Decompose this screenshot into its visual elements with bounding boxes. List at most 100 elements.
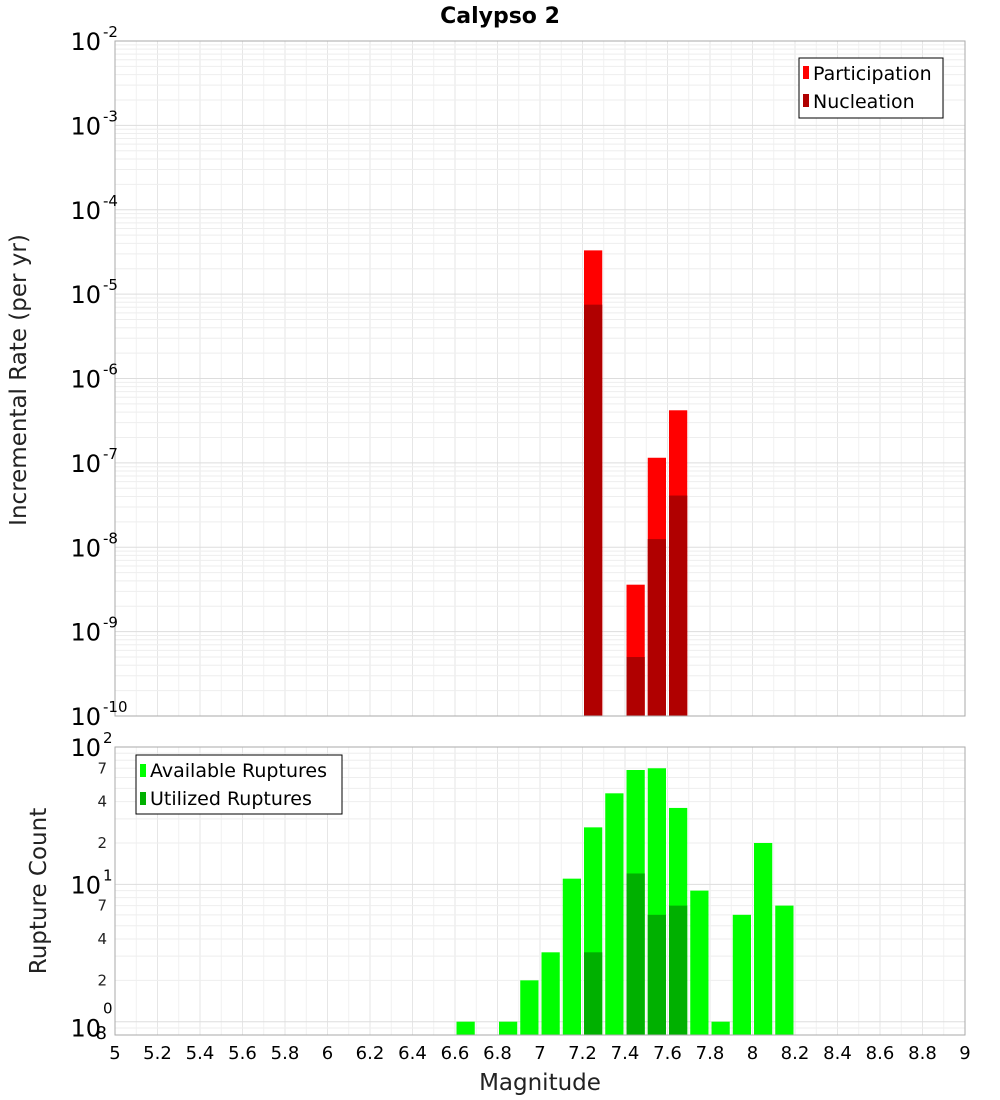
y-tick-exponent: -5 <box>103 276 118 294</box>
bar-primary <box>754 843 773 1035</box>
bar-primary <box>605 793 624 1035</box>
bar-secondary <box>626 873 645 1035</box>
bar-primary <box>520 980 539 1035</box>
y-minor-tick-label: 7 <box>97 897 107 915</box>
top-y-axis-label: Incremental Rate (per yr) <box>6 234 32 526</box>
x-tick-label: 5.4 <box>186 1043 215 1064</box>
x-tick-label: 7.6 <box>653 1043 682 1064</box>
top-legend-box <box>798 57 944 119</box>
x-tick-label: 6.8 <box>483 1043 512 1064</box>
y-tick-base: 10 <box>70 871 101 899</box>
bar-secondary <box>669 905 688 1035</box>
y-tick-label: 10 1 <box>70 866 112 899</box>
y-tick-base: 10 <box>70 366 101 394</box>
y-tick-base: 10 <box>70 450 101 478</box>
x-tick-label: 7.8 <box>696 1043 725 1064</box>
bar-primary <box>499 1021 518 1035</box>
x-tick-label: 8.2 <box>781 1043 810 1064</box>
y-tick-exponent: -10 <box>103 698 128 716</box>
bar-primary <box>541 952 560 1035</box>
top-gridlines <box>114 40 966 717</box>
x-tick-label: 6.2 <box>356 1043 385 1064</box>
legend-label-available: Available Ruptures <box>150 760 327 782</box>
y-tick-base: 10 <box>70 281 101 309</box>
bar-primary <box>711 1021 730 1035</box>
x-tick-label: 5.6 <box>228 1043 257 1064</box>
top-y-tick-labels: 10-210-310-410-510-610-710-810-910-10 <box>70 23 127 731</box>
x-tick-label: 7 <box>534 1043 545 1064</box>
y-tick-base: 10 <box>70 1015 101 1043</box>
y-tick-base: 10 <box>70 734 101 762</box>
y-tick-label: 10 -8 <box>70 529 118 562</box>
y-tick-label: 10 -6 <box>70 361 118 394</box>
bar-primary <box>775 905 794 1035</box>
top-plot-border <box>114 40 966 717</box>
y-tick-base: 10 <box>70 28 101 56</box>
legend-swatch-nucleation <box>803 94 809 107</box>
y-tick-exponent: -4 <box>103 192 118 210</box>
y-tick-exponent: -3 <box>103 107 118 125</box>
x-tick-label: 8.4 <box>823 1043 852 1064</box>
x-tick-label: 8 <box>747 1043 758 1064</box>
y-tick-base: 10 <box>70 197 101 225</box>
x-tick-label: 6.4 <box>398 1043 427 1064</box>
bar-primary <box>562 878 581 1035</box>
x-axis-label: Magnitude <box>479 1070 601 1096</box>
bar-secondary <box>647 539 666 716</box>
legend-label-nucleation: Nucleation <box>813 91 915 113</box>
y-tick-label: 10 -9 <box>70 614 118 647</box>
y-tick-exponent: -7 <box>103 445 118 463</box>
y-tick-exponent: -6 <box>103 361 118 379</box>
y-tick-label: 10 -7 <box>70 445 118 478</box>
legend-swatch-utilized <box>140 792 146 805</box>
y-tick-label: 10 -3 <box>70 107 118 140</box>
x-tick-label: 6 <box>322 1043 333 1064</box>
top-legend: Participation Nucleation <box>798 57 944 119</box>
x-tick-label: 6.6 <box>441 1043 470 1064</box>
y-minor-tick-label: 2 <box>97 971 107 989</box>
bottom-legend-box <box>135 754 343 815</box>
legend-swatch-participation <box>803 66 809 79</box>
legend-label-participation: Participation <box>813 63 932 85</box>
x-tick-labels: 5 5.2 5.4 5.6 5.8 6 6.2 6.4 6.6 6.8 7 7.2 7.4 7.6 7.8 8… <box>109 1043 970 1064</box>
y-tick-exponent: -9 <box>103 614 118 632</box>
top-bars <box>584 250 688 717</box>
legend-swatch-available <box>140 764 146 777</box>
y-tick-base: 10 <box>70 534 101 562</box>
chart-title: Calypso 2 <box>440 4 560 29</box>
y-minor-tick-label: 4 <box>97 930 107 948</box>
bottom-bars <box>456 768 794 1035</box>
x-tick-label: 8.6 <box>866 1043 895 1064</box>
x-tick-label: 5 <box>109 1043 120 1064</box>
y-tick-label: 100 <box>70 1000 112 1043</box>
bar-secondary <box>626 657 645 716</box>
y-tick-exponent: -2 <box>103 23 118 41</box>
bar-secondary <box>669 495 688 716</box>
y-tick-label: 10 2 <box>70 729 112 762</box>
bar-primary <box>456 1021 475 1035</box>
y-tick-base: 10 <box>70 619 101 647</box>
legend-label-utilized: Utilized Ruptures <box>150 788 312 810</box>
x-tick-label: 8.8 <box>908 1043 937 1064</box>
y-minor-tick-label: 8 <box>96 1023 107 1044</box>
x-tick-label: 5.8 <box>271 1043 300 1064</box>
y-tick-base: 10 <box>70 112 101 140</box>
y-tick-base: 10 <box>70 703 101 731</box>
y-tick-label: 10 -4 <box>70 192 118 225</box>
y-tick-exponent: -8 <box>103 529 118 547</box>
x-tick-label: 5.2 <box>143 1043 172 1064</box>
y-tick-exponent: 2 <box>103 729 113 747</box>
y-tick-label: 10 -5 <box>70 276 118 309</box>
y-minor-tick-label: 2 <box>97 834 107 852</box>
x-tick-label: 7.4 <box>611 1043 640 1064</box>
y-minor-tick-label: 4 <box>97 793 107 811</box>
x-tick-label: 9 <box>959 1043 970 1064</box>
bottom-plot-border <box>114 746 966 1036</box>
bar-primary <box>732 914 751 1035</box>
bar-secondary <box>584 952 603 1035</box>
y-tick-exponent: 1 <box>103 866 113 884</box>
y-tick-label: 10 -2 <box>70 23 118 56</box>
